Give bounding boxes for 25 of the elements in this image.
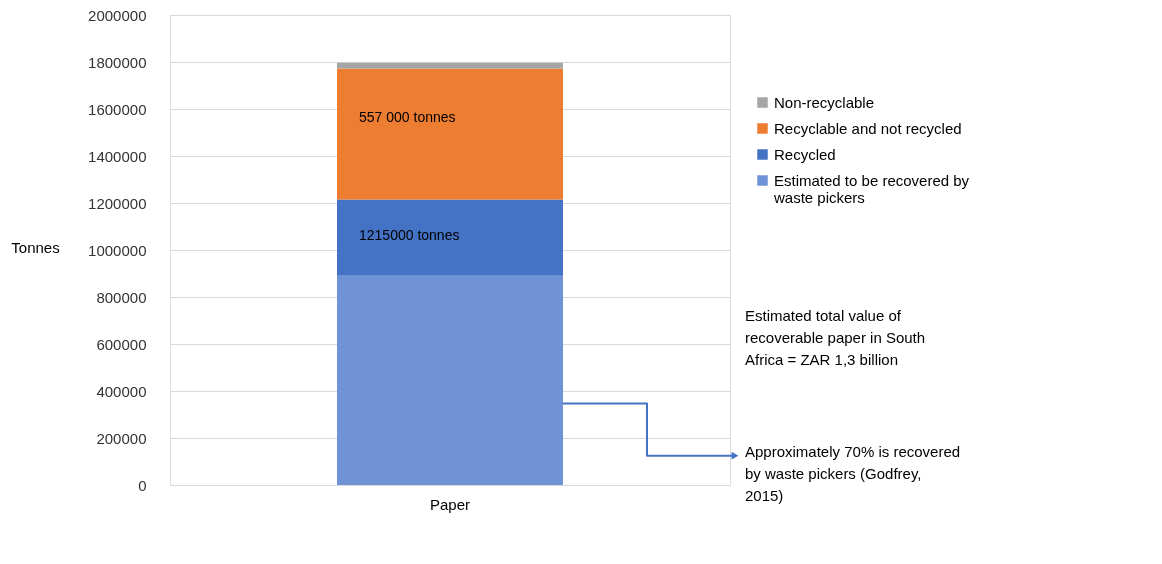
text: Estimated total value of recoverable paper in South Africa = ZAR 1,3 billion	[745, 306, 926, 368]
y-tick-label: 2000000	[88, 6, 147, 24]
y-tick-label: 200000	[96, 429, 147, 447]
legend-label: Recycled	[774, 145, 836, 163]
text: Approximately 70% is recovered by waste pickers (Godfrey, 2015)	[745, 443, 961, 505]
annotation: 1215000 tonnes	[359, 226, 460, 243]
y-tick-label: 1000000	[88, 241, 147, 259]
legend-label: Non-recyclable	[774, 93, 875, 111]
y-tick-label: 1800000	[88, 53, 147, 71]
bar	[337, 68, 563, 200]
y-axis-title: Tonnes	[11, 238, 60, 256]
annotation: 557 000 tonnes	[359, 109, 456, 126]
y-tick-label: 1400000	[88, 147, 147, 165]
legend-label: Estimated to be recovered by waste pickers	[773, 171, 970, 206]
y-tick-label: 600000	[96, 335, 147, 353]
bar	[337, 275, 563, 485]
bar	[337, 199, 563, 276]
x-tick-label: Paper	[429, 495, 471, 513]
y-tick-label: 400000	[96, 382, 147, 400]
y-tick-label: 1200000	[88, 194, 147, 212]
bar	[337, 62, 563, 69]
y-tick-label: 0	[138, 476, 147, 494]
y-tick-label: 800000	[96, 288, 147, 306]
y-tick-label: 1600000	[88, 100, 147, 118]
legend-label: Recyclable and not recycled	[774, 119, 962, 137]
